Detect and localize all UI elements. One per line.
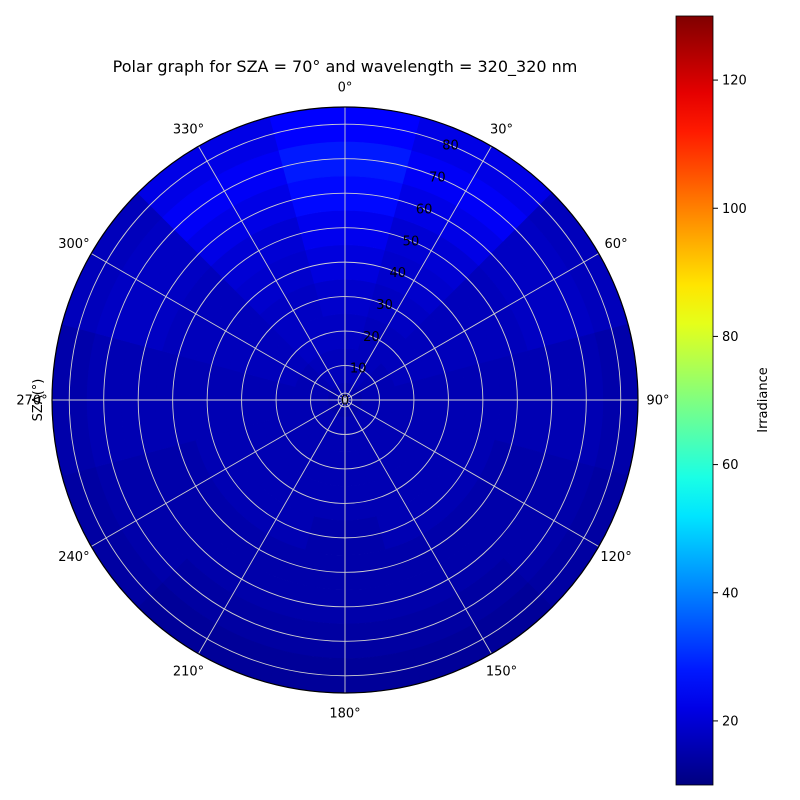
angular-gridline	[198, 146, 346, 401]
polar-frame	[51, 106, 639, 694]
angular-tick-label: 330°	[173, 122, 204, 137]
angular-tick-label: 120°	[600, 550, 631, 565]
angular-gridline	[344, 253, 599, 401]
radial-tick-label: 70	[429, 171, 446, 186]
radial-tick-label: 60	[416, 202, 433, 217]
radial-tick-labels: 0 10 20 30 40 50 60 70 80	[341, 139, 459, 409]
radial-tick-label: 30	[376, 298, 393, 313]
angular-tick-label: 210°	[173, 665, 204, 680]
angular-tick-label: 30°	[490, 122, 513, 137]
angular-gridline	[91, 253, 346, 401]
colorbar-tick-label: 120	[722, 74, 747, 89]
angular-gridline	[91, 399, 346, 547]
colorbar-tick-label: 20	[722, 714, 739, 729]
radial-tick-label: 10	[350, 362, 367, 377]
angular-gridline	[344, 399, 599, 547]
radial-axis-label: SZA(°)	[31, 379, 46, 422]
colorbar-label: Irradiance	[756, 367, 771, 432]
angular-gridline	[198, 399, 346, 654]
radial-tick-label: 20	[363, 330, 380, 345]
chart-title: Polar graph for SZA = 70° and wavelength…	[113, 57, 578, 77]
angular-tick-label: 270°	[16, 394, 47, 409]
colorbar	[675, 15, 714, 786]
angular-tick-label: 300°	[58, 237, 89, 252]
colorbar-tick-label: 60	[722, 458, 739, 473]
radial-tick-label: 80	[442, 139, 459, 154]
radial-tick-label: 40	[389, 266, 406, 281]
angular-gridline	[344, 146, 492, 401]
angular-tick-labels: 0° 30° 60° 90° 120° 150° 180° 210° 240° 270° 300° 3…	[16, 81, 669, 722]
angular-tick-label: 240°	[58, 550, 89, 565]
angular-tick-label: 60°	[605, 237, 628, 252]
radial-tick-label: 0	[341, 394, 349, 409]
angular-tick-label: 0°	[338, 81, 353, 96]
angular-tick-label: 180°	[329, 707, 360, 722]
colorbar-tick-label: 80	[722, 330, 739, 345]
angular-tick-label: 150°	[486, 665, 517, 680]
polar-grid	[51, 106, 639, 694]
angular-tick-label: 90°	[646, 394, 669, 409]
angular-gridline	[344, 399, 492, 654]
colorbar-ticks: 20 40 60 80 100 120	[713, 74, 747, 729]
radial-tick-label: 50	[403, 234, 420, 249]
colorbar-tick-label: 100	[722, 202, 747, 217]
colorbar-tick-label: 40	[722, 586, 739, 601]
